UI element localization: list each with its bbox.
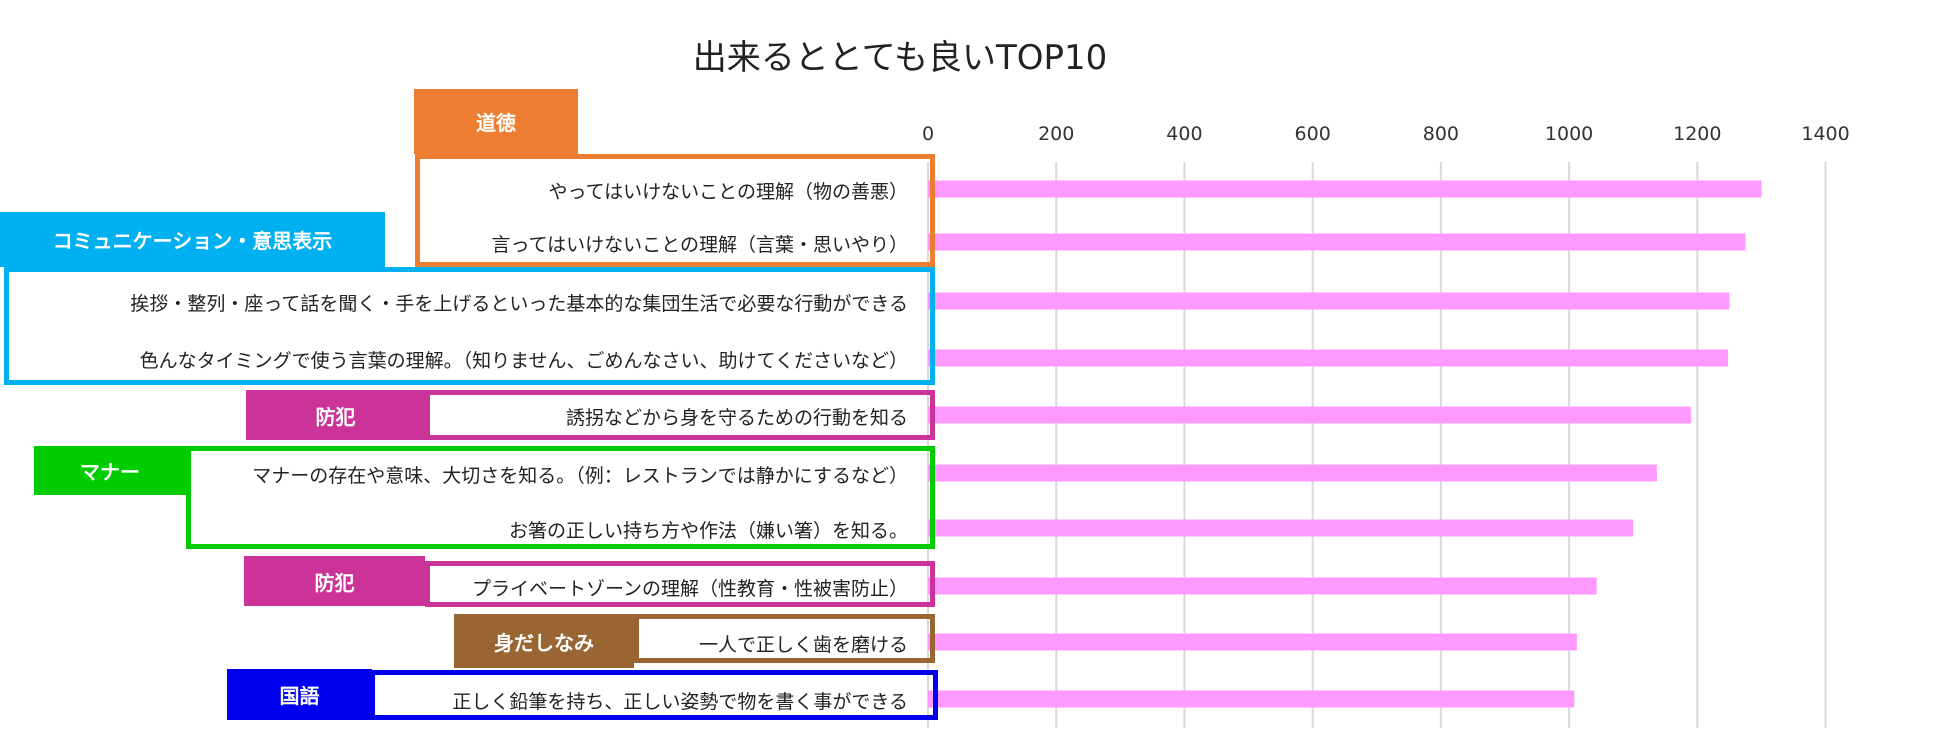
bar [928, 233, 1746, 251]
bar [928, 292, 1730, 310]
bar [928, 349, 1729, 367]
y-category-label: 言ってはいけないことの理解（言葉・思いやり） [491, 234, 908, 256]
y-category-label: 挨拶・整列・座って話を聞く・手を上げるといった基本的な集団生活で必要な行動ができ… [130, 293, 908, 315]
bar [928, 180, 1762, 198]
category-group-label: コミュニケーション・意思表示 [0, 212, 385, 267]
category-group-box [4, 267, 935, 385]
bar [928, 577, 1597, 595]
chart-title: 出来るととても良いTOP10 [692, 38, 1108, 78]
category-group-label: 防犯 [244, 556, 425, 606]
category-group-label: 国語 [227, 669, 372, 720]
category-group-box [425, 561, 935, 607]
x-tick-label: 1400 [1801, 123, 1849, 145]
y-category-label: やってはいけないことの理解（物の善悪） [548, 181, 908, 203]
category-group-box [634, 614, 935, 663]
category-group-label: 防犯 [246, 390, 425, 440]
y-category-label: マナーの存在や意味、大切さを知る。（例：レストランでは静かにするなど） [252, 465, 908, 487]
y-category-label: 誘拐などから身を守るための行動を知る [565, 407, 908, 429]
x-tick-label: 400 [1166, 123, 1202, 145]
x-tick-label: 200 [1038, 123, 1074, 145]
y-category-label: 一人で正しく歯を磨ける [698, 634, 908, 656]
bar [928, 406, 1691, 424]
bar [928, 464, 1657, 482]
x-tick-label: 800 [1423, 123, 1459, 145]
category-group-label: 身だしなみ [454, 614, 634, 668]
y-category-label: 正しく鉛筆を持ち、正しい姿勢で物を書く事ができる [452, 691, 908, 713]
category-group-box [425, 390, 935, 440]
y-category-label: プライベートゾーンの理解（性教育・性被害防止） [471, 578, 908, 600]
category-group-box [370, 670, 938, 720]
x-tick-label: 600 [1295, 123, 1331, 145]
category-group-box [186, 446, 935, 549]
bar [928, 519, 1634, 537]
x-tick-label: 1200 [1673, 123, 1721, 145]
x-tick-label: 0 [922, 123, 934, 145]
bar [928, 633, 1577, 651]
category-group-label: マナー [34, 446, 186, 495]
bar [928, 690, 1575, 708]
y-category-label: お箸の正しい持ち方や作法（嫌い箸）を知る。 [508, 520, 908, 542]
category-group-box [415, 154, 935, 267]
category-group-label: 道徳 [414, 89, 578, 154]
x-tick-label: 1000 [1545, 123, 1593, 145]
y-category-label: 色んなタイミングで使う言葉の理解。（知りません、ごめんなさい、助けてくださいなど… [139, 350, 908, 372]
